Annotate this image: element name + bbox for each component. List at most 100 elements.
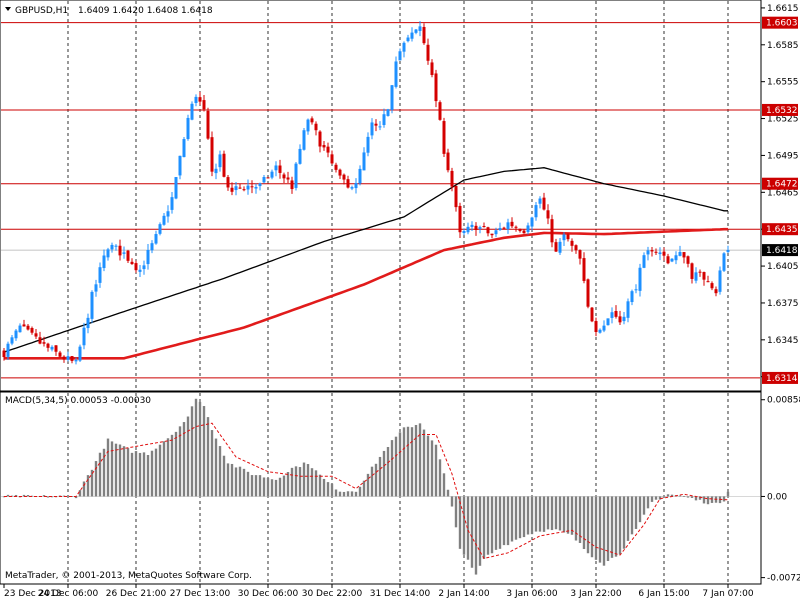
macd-bar: [270, 479, 274, 497]
macd-bar: [362, 480, 366, 497]
candle-body: [482, 226, 486, 228]
macd-bar: [470, 496, 474, 568]
ma-slow-line: [4, 227, 728, 360]
candle-body: [302, 130, 306, 150]
macd-bar: [462, 496, 466, 555]
candle-body: [538, 198, 542, 204]
candle-body: [230, 187, 234, 192]
candle-body: [294, 163, 298, 188]
candle-body: [506, 222, 510, 230]
macd-bar: [198, 401, 202, 497]
macd-bar: [238, 466, 242, 497]
candle-body: [658, 252, 662, 255]
macd-bar: [302, 462, 306, 497]
macd-bar: [6, 494, 10, 497]
candle-body: [406, 37, 410, 42]
candle-body: [278, 165, 282, 173]
macd-bar: [266, 477, 270, 497]
macd-bar: [574, 496, 578, 541]
macd-bar: [514, 496, 518, 540]
macd-bar: [694, 496, 698, 501]
macd-bar: [94, 461, 98, 497]
candle-body: [194, 96, 198, 103]
macd-bar: [22, 494, 26, 497]
candle-body: [226, 177, 230, 188]
chart-dropdown-arrow-icon[interactable]: [5, 7, 11, 11]
candle-body: [502, 227, 506, 229]
candle-body: [74, 360, 78, 362]
macd-bar: [650, 496, 654, 502]
level-price-box: [762, 177, 798, 190]
macd-bar: [170, 434, 174, 497]
macd-bar: [366, 473, 370, 497]
macd-bar: [294, 466, 298, 497]
candle-body: [122, 252, 126, 254]
ma-fast-line: [3, 167, 728, 353]
candle-body: [594, 321, 598, 332]
macd-bar: [578, 496, 582, 543]
macd-bar: [550, 496, 554, 531]
macd-bar: [626, 496, 630, 541]
time-tick-label: 24 Dec 06:00: [38, 589, 99, 599]
candle-body: [290, 180, 294, 190]
candle-body: [714, 289, 718, 294]
candle-body: [126, 250, 130, 261]
candle-body: [710, 283, 714, 289]
candle-body: [110, 244, 114, 250]
candle-body: [582, 258, 586, 281]
candle-body: [314, 123, 318, 131]
macd-bar: [158, 444, 162, 497]
macd-bar: [518, 496, 522, 539]
macd-bar: [654, 496, 658, 500]
candle-body: [342, 174, 346, 180]
macd-bar: [510, 496, 514, 542]
candle-body: [470, 224, 474, 227]
macd-bar: [614, 496, 618, 557]
candle-body: [418, 26, 422, 31]
candle-body: [210, 137, 214, 172]
candle-body: [614, 310, 618, 317]
candle-body: [438, 102, 442, 120]
candle-body: [318, 131, 322, 147]
candle-body: [662, 251, 666, 256]
macd-bar: [414, 424, 418, 497]
candle-body: [82, 327, 86, 346]
candle-body: [650, 250, 654, 252]
macd-bar: [378, 456, 382, 497]
candle-body: [546, 210, 550, 219]
macd-bar: [286, 472, 290, 497]
macd-bar: [218, 446, 222, 497]
macd-bar: [242, 468, 246, 497]
candle-body: [530, 217, 534, 227]
candle-body: [542, 197, 546, 210]
macd-bar: [90, 469, 94, 497]
macd-bar: [490, 496, 494, 554]
time-tick-label: 2 Jan 14:00: [438, 589, 490, 599]
candle-body: [274, 165, 278, 171]
macd-signal-line: [4, 422, 729, 560]
macd-bar: [290, 467, 294, 497]
macd-bar: [562, 496, 566, 533]
macd-bar: [118, 444, 122, 497]
candle-body: [494, 230, 498, 235]
candle-body: [726, 250, 730, 252]
candle-body: [442, 121, 446, 154]
macd-bar: [178, 426, 182, 497]
macd-bar: [610, 496, 614, 558]
candle-body: [10, 337, 14, 344]
horizontal-lines: [1, 22, 760, 379]
price-pane[interactable]: [0, 0, 762, 392]
candle-body: [222, 153, 226, 177]
time-tick-label: 27 Dec 13:00: [170, 589, 231, 599]
candle-body: [118, 245, 122, 256]
macd-bar: [98, 452, 102, 497]
price-tick-label: 1.6495: [767, 151, 799, 161]
candle-body: [558, 241, 562, 253]
candle-body: [190, 103, 194, 120]
macd-bar: [122, 446, 126, 497]
macd-bar: [450, 496, 454, 507]
candle-body: [62, 356, 66, 360]
